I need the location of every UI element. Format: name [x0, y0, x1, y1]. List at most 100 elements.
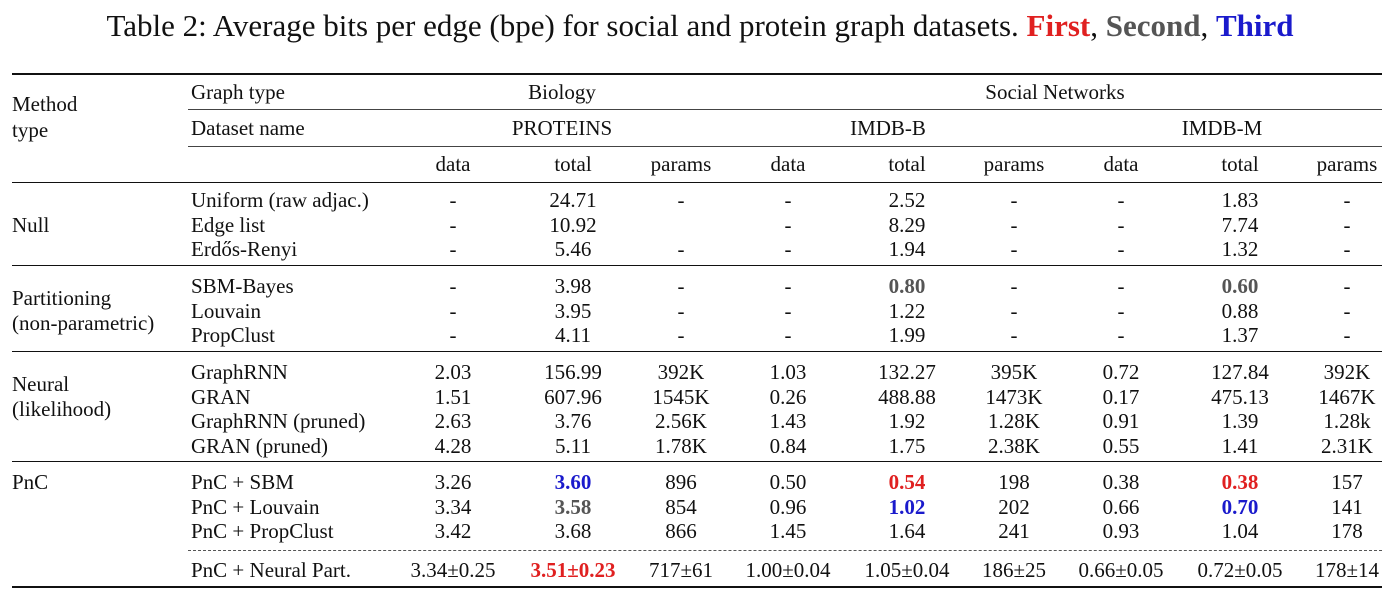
table-cell: -: [1010, 188, 1018, 212]
method-type-label: Null: [12, 213, 50, 237]
table-cell: 178±14: [1314, 558, 1380, 583]
table-cell: 0.93: [1102, 519, 1140, 544]
legend-third: Third: [1215, 8, 1294, 43]
caption-sep-2: ,: [1200, 8, 1209, 43]
table-cell: -: [1117, 188, 1125, 212]
table-cell: -: [449, 212, 457, 237]
table-cell: 1545K: [652, 384, 710, 409]
table-cell: 4.11: [555, 323, 591, 348]
table-cell: -: [677, 274, 685, 298]
table-cell: -: [677, 323, 685, 348]
table-cell: -: [449, 274, 457, 298]
table-cell: 1.37: [1221, 323, 1259, 348]
table-cell: 3.42: [434, 519, 472, 544]
table-cell: 1467K: [1318, 384, 1376, 409]
table-cell: 0.50: [769, 470, 807, 494]
method-name: Louvain: [191, 298, 261, 323]
table-cell: 3.58: [554, 494, 592, 519]
table-cell: 1.51: [434, 384, 472, 409]
table-cell: 3.51±0.23: [530, 558, 616, 583]
table-cell: 2.31K: [1321, 434, 1373, 459]
table-cell: 1.04: [1221, 519, 1259, 544]
group-rule: [12, 265, 1382, 266]
table-cell: 0.91: [1102, 409, 1140, 434]
table-cell: 1.75: [888, 434, 926, 459]
table-cell: 395K: [990, 360, 1038, 384]
method-name: PropClust: [191, 323, 276, 348]
table-cell: 854: [665, 494, 697, 519]
table-cell: -: [784, 298, 792, 323]
table-cell: 3.95: [554, 298, 592, 323]
table-cell: -: [1010, 323, 1018, 348]
method-name: Uniform (raw adjac.): [191, 188, 369, 212]
table-cell: -: [1343, 237, 1351, 262]
table-cell: 0.55: [1102, 434, 1140, 459]
table-cell: -: [449, 237, 457, 262]
table-cell: 3.98: [554, 274, 592, 298]
dataset-name-label: Dataset name: [191, 116, 305, 140]
method-type-header: Method: [12, 92, 78, 116]
table-cell: 241: [998, 519, 1030, 544]
table-cell: 3.68: [554, 519, 592, 544]
table-cell: 156.99: [544, 360, 602, 384]
legend-second: Second: [1105, 8, 1201, 43]
method-name: GraphRNN (pruned): [191, 409, 366, 434]
table-cell: 3.60: [554, 470, 592, 494]
subcolumn-header: params: [1316, 152, 1378, 176]
table-cell: 202: [998, 494, 1030, 519]
table-cell: 198: [998, 470, 1030, 494]
table-cell: 127.84: [1211, 360, 1269, 384]
table-cell: 0.60: [1221, 274, 1259, 298]
table-cell: -: [784, 188, 792, 212]
table-cell: 717±61: [648, 558, 714, 583]
table-cell: 0.38: [1102, 470, 1140, 494]
subcolumn-header: params: [983, 152, 1045, 176]
table-cell: 1.83: [1221, 188, 1259, 212]
subcolumn-header: data: [770, 152, 806, 176]
table-cell: 1.00±0.04: [745, 558, 831, 583]
table-cell: 0.66±0.05: [1078, 558, 1164, 583]
table-cell: 1.41: [1221, 434, 1259, 459]
table-cell: 0.66: [1102, 494, 1140, 519]
table-cell: -: [1117, 323, 1125, 348]
method-name: GRAN: [191, 384, 251, 409]
header-bottom-rule: [12, 182, 1382, 183]
table-cell: -: [784, 212, 792, 237]
caption-sep-1: ,: [1090, 8, 1098, 43]
group-rule: [12, 461, 1382, 462]
table-cell: 1.43: [769, 409, 807, 434]
table-cell: -: [677, 298, 685, 323]
subcolumn-header: data: [1103, 152, 1139, 176]
social-networks-header: Social Networks: [985, 80, 1125, 104]
table-cell: 0.72±0.05: [1197, 558, 1283, 583]
table-cell: 0.88: [1221, 298, 1259, 323]
table-cell: 1.94: [888, 237, 926, 262]
table-cell: 2.56K: [655, 409, 707, 434]
table-cell: 1.28k: [1323, 409, 1371, 434]
table-cell: -: [1343, 323, 1351, 348]
table-cell: 896: [665, 470, 697, 494]
graph-type-label: Graph type: [191, 80, 285, 104]
table-cell: 392K: [657, 360, 705, 384]
table-cell: -: [1343, 274, 1351, 298]
table-cell: 0.80: [888, 274, 926, 298]
table-cell: -: [784, 274, 792, 298]
bottom-rule: [12, 586, 1382, 588]
method-type-label: (non-parametric): [12, 311, 155, 335]
table-cell: 1.78K: [655, 434, 707, 459]
table-cell: 0.54: [888, 470, 926, 494]
table-cell: 2.63: [434, 409, 472, 434]
table-cell: -: [1117, 298, 1125, 323]
table-cell: -: [784, 323, 792, 348]
method-name: PnC + PropClust: [191, 519, 334, 544]
method-name: GraphRNN: [191, 360, 288, 384]
table-cell: 3.34: [434, 494, 472, 519]
table-cell: 1.64: [888, 519, 926, 544]
method-name: SBM-Bayes: [191, 274, 294, 298]
table-cell: -: [677, 188, 685, 212]
table-cell: 1.92: [888, 409, 926, 434]
table-cell: 392K: [1323, 360, 1371, 384]
method-type-label: Neural: [12, 372, 70, 396]
group-rule: [12, 351, 1382, 352]
header-rule-2: [188, 146, 1382, 147]
